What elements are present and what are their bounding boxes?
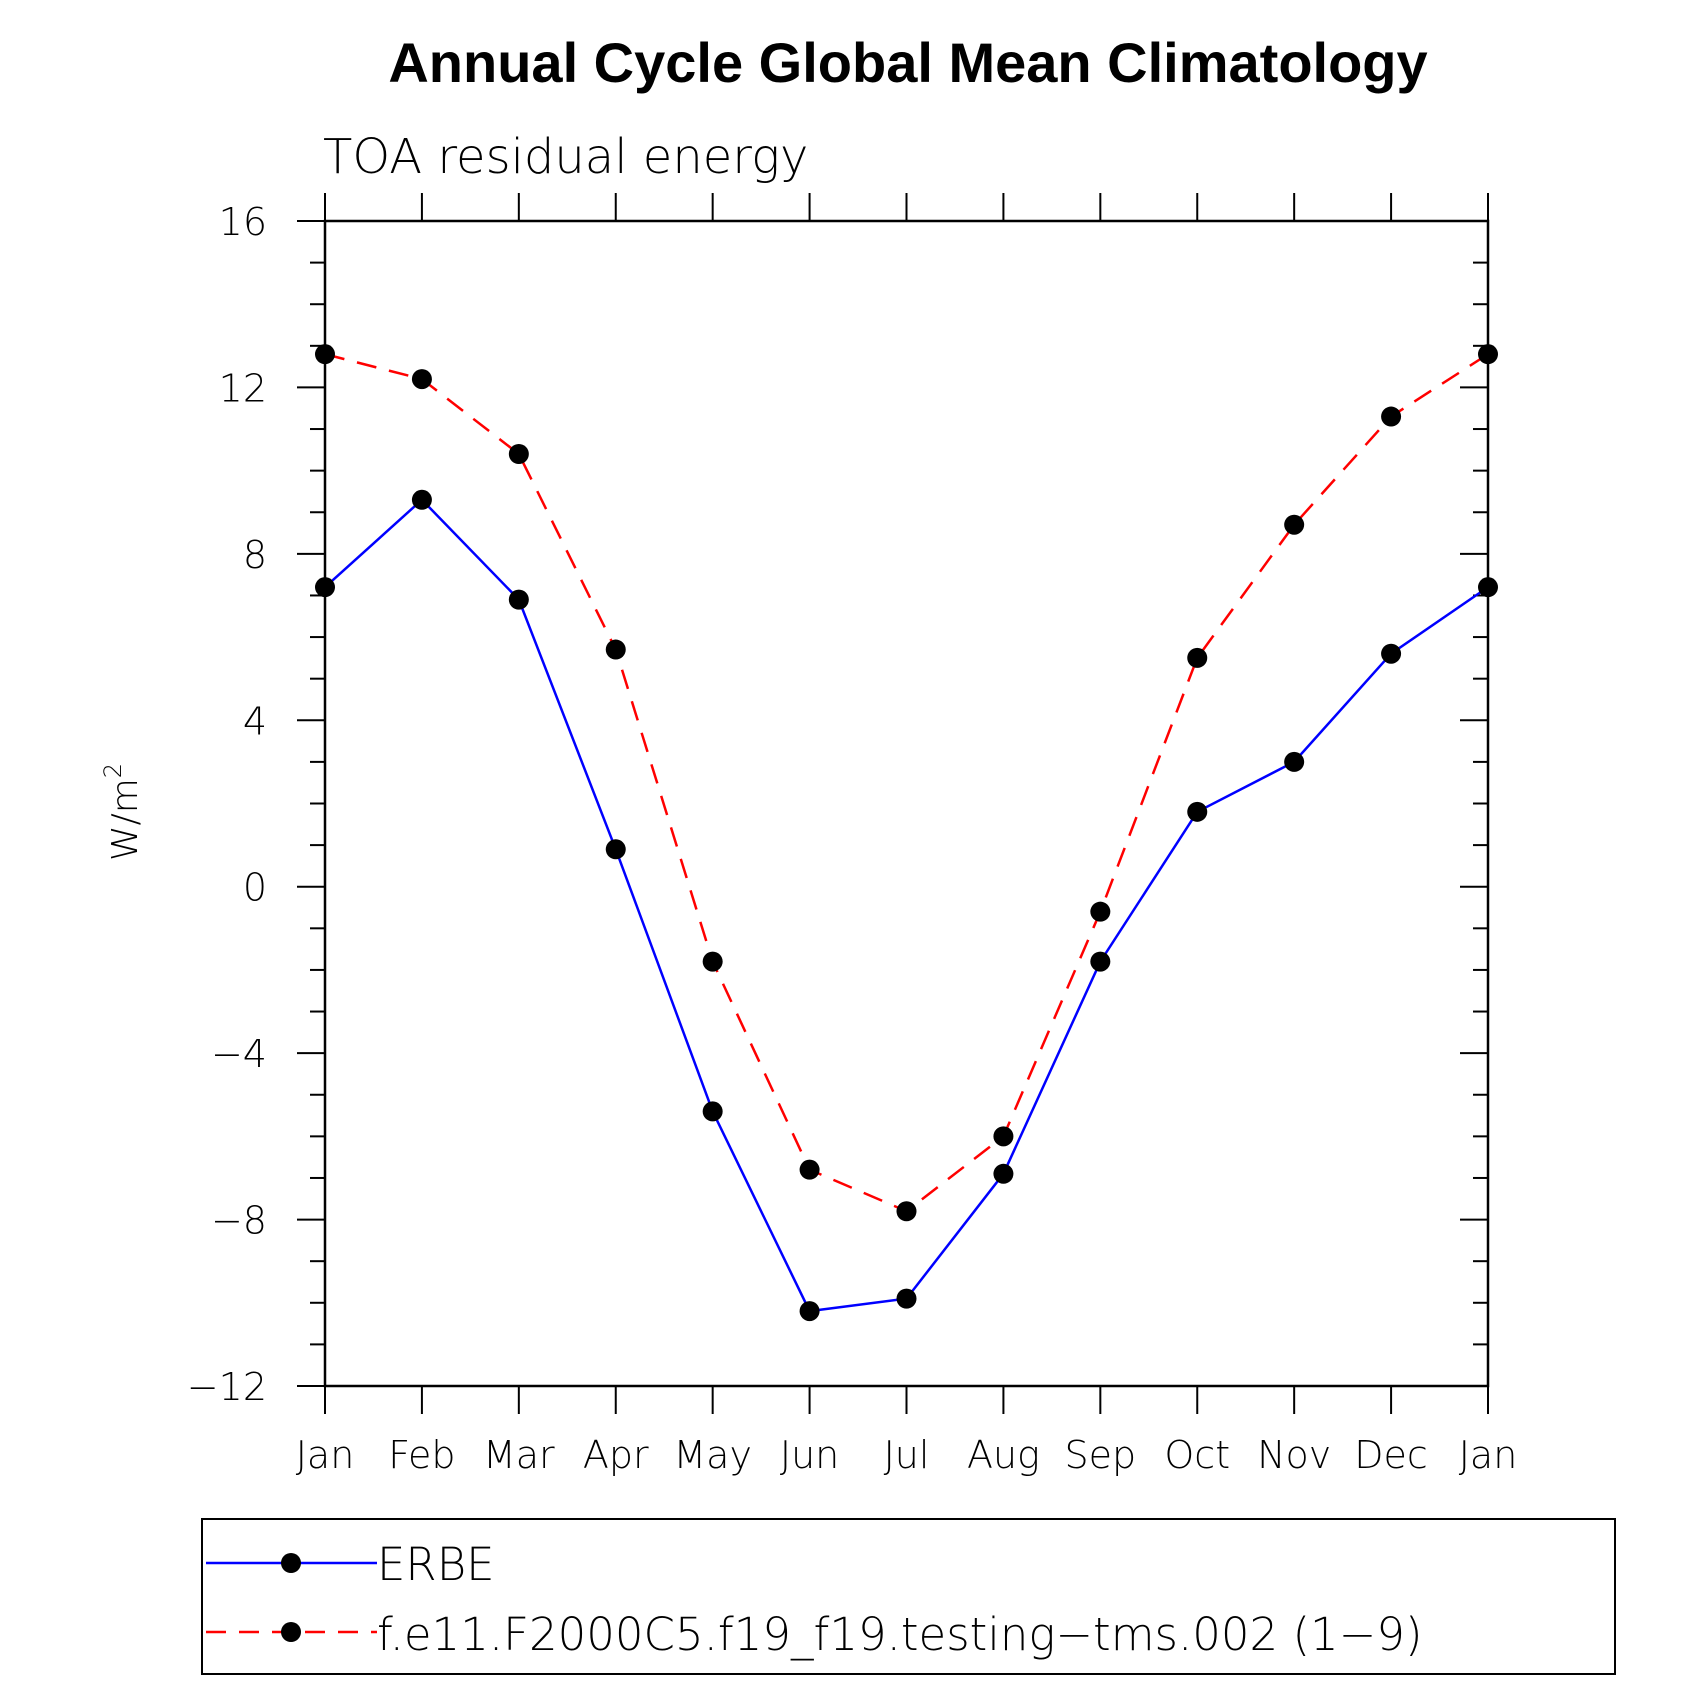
series-0-point	[1090, 951, 1111, 972]
svg-text:W/m2: W/m2	[99, 763, 146, 861]
axis-ticks	[297, 193, 1489, 1414]
series-1-point	[315, 344, 335, 365]
x-tick-label: Apr	[583, 1433, 649, 1477]
y-tick-label: −12	[187, 1365, 267, 1409]
series-1-point	[508, 444, 529, 464]
series-1-point	[1187, 647, 1208, 668]
series-1-point	[896, 1201, 917, 1222]
series-1-point	[1381, 406, 1402, 427]
series-0-point	[508, 589, 529, 610]
y-tick-label: 8	[243, 533, 267, 577]
y-tick-label: −8	[211, 1199, 267, 1243]
x-tick-label: Jan	[296, 1433, 355, 1477]
series-0-point	[1284, 751, 1305, 772]
y-tick-label: −4	[211, 1032, 267, 1076]
x-tick-labels: Jan Feb Mar Apr May Jun Jul Aug Sep Oct Nov Dec Jan	[296, 1433, 1518, 1477]
series-1-point	[411, 369, 432, 390]
series-1-point	[799, 1159, 820, 1180]
x-tick-label: Mar	[483, 1433, 555, 1477]
legend-frame	[201, 1518, 1616, 1675]
y-axis-label: W/m2	[99, 763, 146, 861]
series-0-point	[1478, 577, 1498, 598]
series-0-point	[411, 489, 432, 510]
series-1-point	[993, 1126, 1014, 1147]
y-tick-label: 16	[219, 200, 267, 244]
series-layer	[315, 344, 1498, 1322]
series-line-0	[324, 498, 1489, 1313]
x-tick-label: Dec	[1354, 1433, 1428, 1477]
legend-marker-model	[281, 1622, 301, 1642]
series-1-point	[605, 639, 626, 660]
series-0-point	[315, 577, 335, 598]
x-tick-label: Feb	[388, 1433, 455, 1477]
x-tick-label: Jun	[780, 1433, 839, 1477]
series-0-point	[993, 1163, 1014, 1184]
x-tick-label: Jan	[1459, 1433, 1518, 1477]
series-0-point	[799, 1301, 820, 1322]
y-axis-label-superscript: 2	[99, 763, 127, 778]
series-line-1	[324, 352, 1489, 1213]
series-1-point	[1478, 344, 1498, 365]
legend: ERBE f.e11.F2000C5.f19_f19.testing−tms.0…	[201, 1518, 1616, 1675]
x-tick-label: Jul	[884, 1433, 930, 1477]
y-tick-label: 4	[243, 699, 267, 743]
series-0-point	[605, 839, 626, 860]
legend-label-erbe: ERBE	[377, 1538, 495, 1591]
chart-title: Annual Cycle Global Mean Climatology	[388, 31, 1427, 94]
x-tick-label: May	[673, 1433, 752, 1477]
y-tick-label: 0	[243, 866, 267, 910]
y-tick-label: 12	[219, 366, 267, 410]
series-0-point	[702, 1101, 723, 1122]
chart-subtitle: TOA residual energy	[323, 129, 808, 185]
legend-label-model: f.e11.F2000C5.f19_f19.testing−tms.002 (1…	[377, 1608, 1423, 1661]
x-tick-label: Nov	[1257, 1433, 1331, 1477]
y-tick-labels: −12 −8 −4 0 4 8 12 16	[187, 200, 267, 1409]
series-1-point	[702, 951, 723, 972]
series-1-point	[1284, 514, 1305, 535]
x-tick-label: Oct	[1164, 1433, 1230, 1477]
series-1-point	[1090, 901, 1111, 922]
y-axis-label-main: W/m	[105, 778, 146, 861]
series-0-point	[1187, 801, 1208, 822]
x-tick-label: Sep	[1065, 1433, 1137, 1477]
series-0-point	[896, 1288, 917, 1309]
x-tick-label: Aug	[967, 1433, 1040, 1477]
series-0-point	[1381, 643, 1402, 664]
legend-marker-erbe	[281, 1553, 301, 1573]
